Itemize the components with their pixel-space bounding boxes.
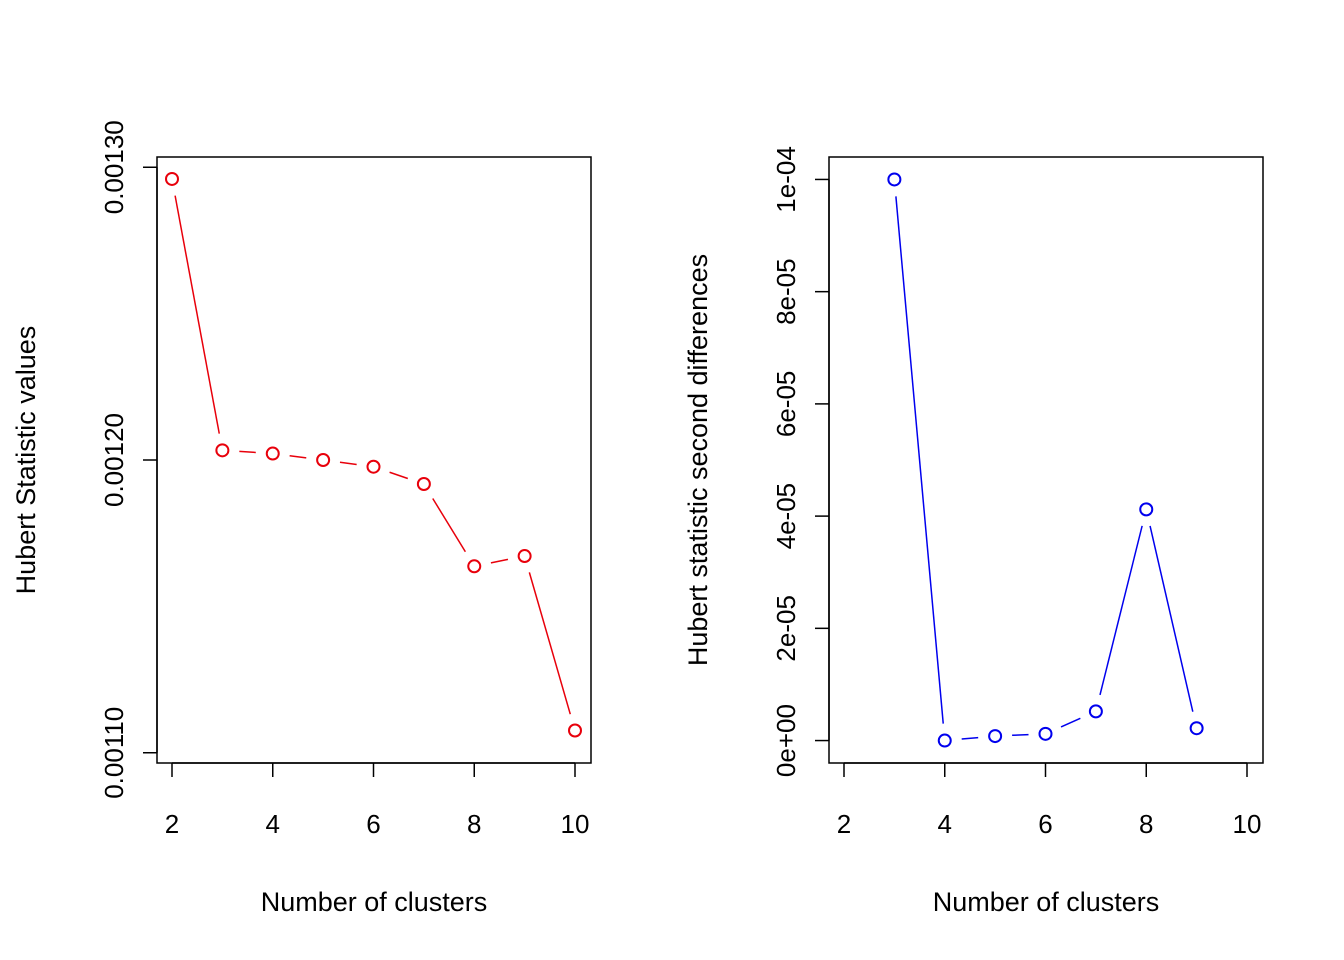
data-series (165, 171, 582, 738)
series-segment (961, 736, 979, 740)
data-point (416, 477, 431, 492)
data-point (937, 733, 952, 748)
x-tick-label: 8 (1139, 809, 1153, 839)
series-segment (174, 195, 221, 434)
series-segment (1060, 717, 1081, 728)
y-axis: 0.00110 0.00120 0.00130 (99, 120, 158, 799)
series-segment (1099, 525, 1143, 696)
data-point (316, 453, 331, 467)
y-tick-label: 4e-05 (771, 483, 801, 550)
series-segment (490, 558, 509, 564)
y-tick-label: 0e+00 (771, 704, 801, 777)
series-segment (895, 196, 944, 724)
series-segment (1149, 525, 1194, 712)
data-point (467, 559, 482, 574)
x-axis: 2 4 6 8 10 (837, 762, 1262, 839)
data-point (1088, 704, 1103, 719)
y-tick-label: 6e-05 (771, 371, 801, 438)
data-point (1139, 502, 1154, 517)
hubert-values-panel: 2 4 6 8 10 0.00110 0.00120 0.00130 Number of clu… (11, 120, 592, 917)
x-axis-title: Number of clusters (261, 887, 488, 917)
data-point (366, 459, 381, 474)
y-tick-label: 8e-05 (771, 258, 801, 325)
y-tick-label: 0.00110 (99, 707, 129, 799)
data-series (887, 172, 1204, 748)
data-point (988, 729, 1003, 744)
y-tick-label: 2e-05 (771, 595, 801, 662)
series-segment (1012, 733, 1029, 737)
x-tick-label: 8 (467, 809, 481, 839)
series-segment (528, 572, 572, 715)
series-segment (339, 461, 357, 466)
data-point (165, 171, 179, 186)
series-segment (432, 498, 467, 553)
data-point (215, 443, 230, 458)
y-tick-label: 1e-04 (771, 146, 801, 213)
data-point (265, 446, 280, 461)
x-tick-label: 2 (165, 809, 179, 839)
x-axis: 2 4 6 8 10 (165, 762, 590, 839)
hubert-second-differences-panel: 2 4 6 8 10 0e+00 2e-05 4e-05 6e-05 8e-05 1e-04 Numb… (683, 146, 1264, 917)
data-point (1189, 721, 1204, 736)
x-axis-title: Number of clusters (933, 887, 1160, 917)
x-tick-label: 4 (266, 809, 280, 839)
data-point (1038, 726, 1053, 741)
x-tick-label: 2 (837, 809, 851, 839)
x-tick-label: 6 (366, 809, 380, 839)
x-tick-label: 6 (1038, 809, 1052, 839)
y-axis-title: Hubert statistic second differences (683, 254, 713, 666)
series-segment (389, 471, 409, 480)
y-axis: 0e+00 2e-05 4e-05 6e-05 8e-05 1e-04 (771, 146, 830, 777)
series-segment (289, 454, 307, 459)
series-segment (239, 450, 256, 454)
x-tick-label: 10 (561, 809, 590, 839)
y-tick-label: 0.00130 (99, 120, 129, 214)
y-axis-title: Hubert Statistic values (11, 326, 41, 595)
data-point (568, 723, 582, 738)
x-tick-label: 4 (938, 809, 952, 839)
data-point (887, 172, 902, 187)
x-tick-label: 10 (1233, 809, 1262, 839)
y-tick-label: 0.00120 (99, 413, 129, 507)
data-point (517, 549, 532, 564)
plot-frame (828, 156, 1264, 764)
